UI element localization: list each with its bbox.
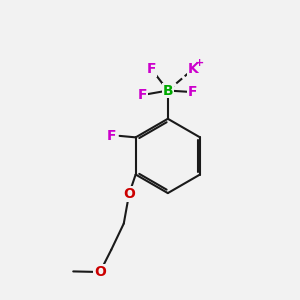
Text: F: F	[138, 88, 147, 102]
Text: O: O	[123, 187, 135, 201]
Text: F: F	[188, 85, 197, 99]
Text: B: B	[163, 84, 173, 98]
Text: O: O	[94, 265, 106, 279]
Text: K: K	[188, 62, 199, 76]
Text: F: F	[147, 62, 156, 76]
Text: +: +	[195, 58, 204, 68]
Text: F: F	[106, 129, 116, 143]
